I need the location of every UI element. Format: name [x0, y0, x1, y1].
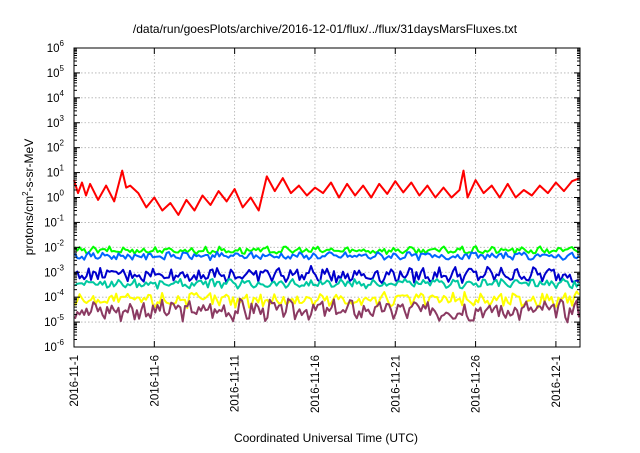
y-tick-label-base: 10 [47, 168, 60, 180]
series-group [73, 169, 581, 324]
x-tick-label: 2016-12-1 [551, 355, 563, 407]
y-axis-ticks: 10-610-510-410-310-210-11001011021031041… [44, 39, 580, 354]
x-tick-label: 2016-11-26 [471, 355, 483, 413]
y-tick-label-exp: -1 [57, 213, 65, 222]
y-tick-label-exp: -4 [57, 288, 65, 297]
y-tick-label-base: 10 [44, 342, 57, 354]
y-tick-label-exp: -3 [57, 263, 65, 272]
y-axis-label-sup: 2 [21, 191, 30, 196]
series-line [74, 265, 580, 285]
y-tick-label: 10-5 [44, 313, 64, 329]
y-tick-label-exp: 3 [60, 114, 65, 123]
chart-title: /data/run/goesPlots/archive/2016-12-01/f… [133, 22, 518, 36]
y-tick-label: 106 [47, 39, 65, 55]
y-tick-label: 10-2 [44, 238, 64, 254]
y-tick-label: 100 [47, 189, 65, 205]
y-tick-label-exp: 1 [60, 164, 65, 173]
y-tick-label-exp: -2 [57, 238, 65, 247]
y-tick-label: 10-6 [44, 338, 64, 354]
y-tick-label-exp: 6 [60, 39, 65, 48]
y-tick-label: 10-3 [44, 263, 64, 279]
y-tick-label-base: 10 [47, 193, 60, 205]
y-tick-label-base: 10 [47, 143, 60, 155]
y-tick-label-base: 10 [44, 242, 57, 254]
y-tick-label: 10-4 [44, 288, 64, 304]
x-tick-label: 2016-11-21 [390, 355, 402, 413]
y-tick-label: 101 [47, 164, 65, 180]
x-tick-label: 2016-11-1 [69, 355, 81, 407]
y-tick-label-base: 10 [44, 292, 57, 304]
y-tick-label-exp: 0 [60, 189, 65, 198]
y-tick-label-exp: -5 [57, 313, 65, 322]
y-tick-label-base: 10 [44, 317, 57, 329]
x-tick-label: 2016-11-6 [149, 355, 161, 407]
y-tick-label-exp: 4 [60, 89, 65, 98]
y-tick-label: 103 [47, 114, 65, 130]
x-axis-ticks: 2016-11-1 2016-11-6 2016-11-11 2016-11-16 20… [69, 48, 563, 413]
series-line [74, 277, 580, 290]
y-axis-label-rest: -s-sr-MeV [22, 139, 36, 192]
series-line [74, 245, 580, 255]
y-tick-label-base: 10 [47, 43, 60, 55]
y-tick-label-base: 10 [47, 93, 60, 105]
y-tick-label-exp: 2 [60, 139, 65, 148]
series-line [74, 250, 580, 262]
y-axis-label: protons/cm2-s-sr-MeV [21, 139, 36, 255]
y-tick-label: 10-1 [44, 213, 64, 229]
y-tick-label: 105 [47, 64, 65, 80]
series-line [74, 290, 580, 310]
x-axis-label: Coordinated Universal Time (UTC) [234, 431, 418, 445]
y-tick-label-base: 10 [47, 68, 60, 80]
y-tick-label: 104 [47, 89, 65, 105]
x-tick-label: 2016-11-16 [310, 355, 322, 413]
y-tick-label-base: 10 [47, 118, 60, 130]
y-tick-label: 102 [47, 139, 65, 155]
y-tick-label-exp: 5 [60, 64, 65, 73]
y-tick-label-base: 10 [44, 267, 57, 279]
y-tick-label-exp: -6 [57, 338, 65, 347]
x-tick-label: 2016-11-11 [230, 355, 242, 412]
series-line [74, 297, 580, 324]
series-line [73, 169, 581, 216]
y-axis-label-base: protons/cm [22, 196, 36, 255]
y-tick-label-base: 10 [44, 217, 57, 229]
